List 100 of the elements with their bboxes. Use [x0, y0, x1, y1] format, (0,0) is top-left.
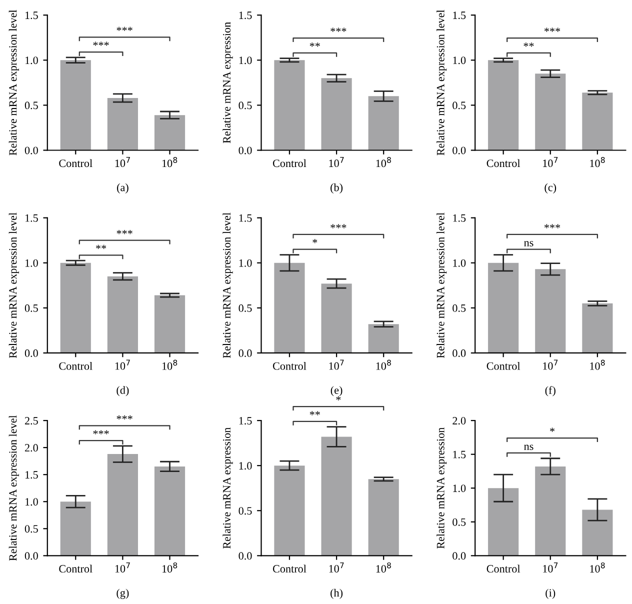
y-axis-title: Relative mRNA expression — [436, 427, 447, 549]
annotation: ** — [96, 244, 106, 249]
x-tick-label: 10$^{8}$ — [162, 360, 178, 370]
y-axis-title: Relative mRNA expression level — [8, 212, 19, 358]
y-tick-label: 0.0 — [238, 349, 252, 357]
annotation: ns — [524, 241, 534, 246]
x-tick-label: 10$^{8}$ — [376, 360, 391, 370]
y-tick-label: 1.5 — [453, 214, 466, 222]
annotation: *** — [116, 26, 132, 31]
bar — [274, 466, 305, 556]
y-axis-title: Relative mRNA expression — [222, 22, 233, 144]
x-tick-label: 10$^{8}$ — [590, 562, 605, 573]
bar — [582, 303, 613, 353]
bar — [535, 466, 566, 556]
y-tick-label: 0.5 — [452, 102, 466, 110]
y-tick-label: 0.5 — [24, 102, 38, 110]
y-tick-label: 1.0 — [453, 259, 466, 267]
bar — [535, 269, 566, 353]
y-tick-label: 0.0 — [24, 552, 38, 560]
y-tick-label: 0.0 — [24, 349, 38, 357]
bar — [60, 262, 91, 353]
y-axis-title: Relative mRNA expression — [222, 427, 233, 549]
x-axis-title: (c) — [544, 183, 556, 194]
x-tick-label: 10$^{7}$ — [543, 157, 558, 168]
text: ** — [310, 411, 320, 416]
x-tick-label: Control — [59, 564, 92, 573]
x-tick-label: Control — [272, 159, 306, 168]
y-tick-label: 0.0 — [238, 146, 252, 154]
y-tick-label: 0.0 — [24, 146, 38, 154]
y-axis-title: Relative mRNA expression level — [436, 212, 447, 358]
bar — [368, 479, 399, 556]
y-tick-label: 1.5 — [453, 450, 466, 458]
text: * — [336, 396, 341, 400]
x-tick-label: Control — [272, 564, 306, 573]
annotation: *** — [330, 28, 346, 32]
text: *** — [116, 415, 132, 420]
x-axis-title: (a) — [117, 183, 128, 194]
x-tick-label: Control — [59, 159, 92, 168]
y-tick-label: 0.5 — [24, 525, 38, 533]
y-tick-label: 1.0 — [239, 259, 252, 267]
y-tick-label: 0.5 — [238, 102, 252, 110]
y-tick-label: 0.5 — [452, 304, 466, 312]
bar — [368, 324, 399, 353]
bar — [535, 74, 566, 150]
y-axis-title: Relative mRNA expression level — [8, 10, 19, 156]
annotation: *** — [93, 42, 109, 46]
x-tick-label: Control — [486, 159, 520, 168]
x-tick-label: 10$^{8}$ — [376, 157, 391, 168]
bar — [154, 295, 186, 353]
y-tick-label: 0.5 — [452, 518, 466, 526]
x-axis-title: (g) — [116, 588, 129, 599]
x-tick-label: 10$^{8}$ — [162, 157, 178, 168]
bar — [154, 466, 186, 556]
x-axis-title: (e) — [330, 386, 342, 396]
y-tick-label: 2.5 — [24, 417, 38, 425]
bar — [274, 262, 305, 353]
y-tick-label: 0.5 — [24, 304, 38, 312]
y-tick-label: 1.0 — [239, 462, 252, 470]
x-tick-label: 10$^{7}$ — [543, 360, 558, 370]
y-tick-label: 1.5 — [239, 214, 252, 222]
x-axis-title: (b) — [330, 183, 343, 194]
annotation: * — [312, 239, 318, 244]
y-tick-label: 1.5 — [239, 417, 252, 425]
x-axis-title: (f) — [545, 386, 556, 396]
x-tick-label: Control — [486, 564, 520, 573]
annotation: *** — [93, 430, 109, 434]
x-tick-label: 10$^{7}$ — [329, 157, 344, 168]
bar — [582, 92, 613, 150]
y-tick-label: 0.0 — [452, 552, 466, 560]
annotation: ns — [524, 444, 534, 450]
annotation: *** — [330, 224, 346, 228]
bar — [107, 98, 138, 150]
annotation: ** — [524, 42, 534, 47]
x-tick-label: 10$^{7}$ — [329, 360, 344, 370]
x-tick-label: 10$^{7}$ — [115, 360, 130, 370]
y-tick-label: 1.0 — [25, 56, 38, 64]
annotation: *** — [544, 224, 560, 228]
y-tick-label: 1.0 — [25, 259, 38, 267]
y-tick-label: 1.5 — [25, 214, 38, 222]
y-tick-label: 0.5 — [238, 304, 252, 312]
y-tick-label: 1.0 — [239, 56, 252, 64]
bar — [368, 96, 399, 150]
bar — [321, 436, 352, 556]
bar — [154, 115, 186, 150]
x-tick-label: 10$^{8}$ — [590, 360, 605, 370]
annotation: * — [550, 428, 555, 432]
y-tick-label: 1.0 — [453, 484, 466, 492]
x-axis-title: (i) — [546, 588, 556, 599]
annotation: *** — [116, 230, 132, 234]
x-tick-label: 10$^{8}$ — [162, 562, 178, 573]
bar — [582, 510, 613, 556]
y-tick-label: 2.0 — [452, 417, 466, 425]
bar — [107, 276, 138, 353]
bar — [60, 60, 91, 150]
bar — [321, 78, 352, 150]
x-tick-label: Control — [59, 362, 92, 370]
y-tick-label: 1.5 — [25, 12, 38, 20]
y-axis-title: Relative mRNA expression level — [222, 212, 233, 358]
x-tick-label: 10$^{7}$ — [115, 157, 130, 168]
y-axis-title: Relative mRNA expression level — [8, 415, 19, 561]
